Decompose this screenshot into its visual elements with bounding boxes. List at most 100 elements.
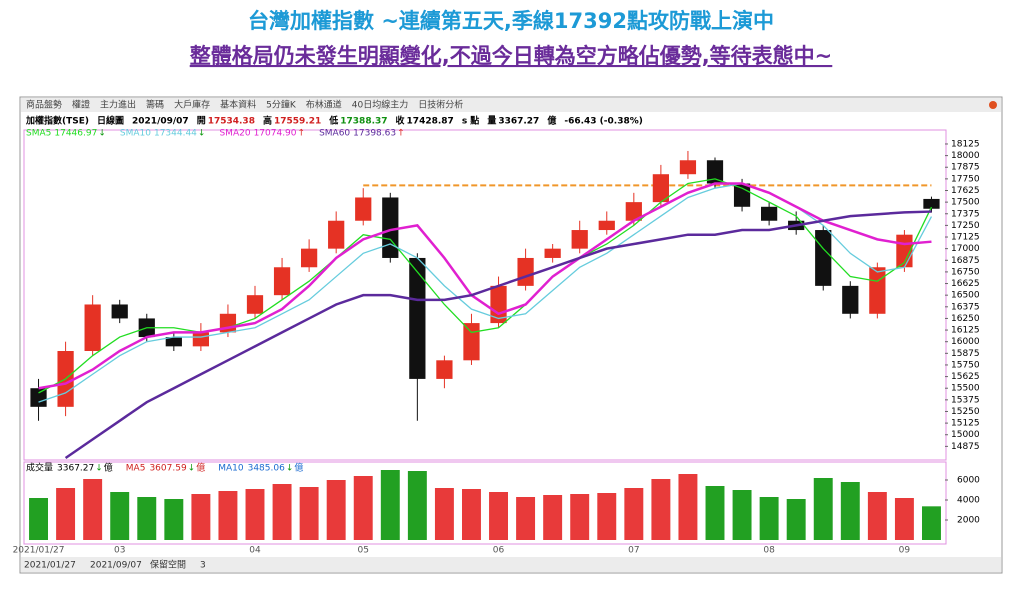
volume-bar: [813, 478, 833, 540]
tab[interactable]: 布林通道: [306, 99, 342, 111]
y-tick-label: 17125: [951, 233, 980, 243]
volume-bar: [570, 494, 590, 540]
volume-legend-unit: 億: [104, 462, 113, 474]
volume-panel: [23, 461, 947, 545]
subheadline: 整體格局仍未發生明顯變化,不過今日轉為空方略佔優勢,等待表態中~: [190, 44, 833, 68]
volume-bar: [705, 486, 725, 540]
y-tick-label: 2000: [957, 516, 980, 526]
info-high: 17559.21: [274, 117, 321, 127]
candle-body: [923, 198, 940, 209]
info-vol-label: 量: [487, 115, 496, 127]
y-tick-label: 17375: [951, 209, 980, 219]
info-date: 2021/09/07: [132, 117, 189, 127]
volume-bar: [867, 492, 887, 540]
volume-legend-unit: 億: [294, 462, 303, 474]
footer-from[interactable]: 2021/01/27: [24, 561, 76, 571]
window: [19, 96, 1003, 574]
footer-num[interactable]: 3: [200, 561, 206, 571]
x-tick-label: 03: [114, 546, 125, 556]
volume-legend-value: 3607.59: [149, 464, 186, 474]
candle-body: [301, 248, 318, 268]
volume-legend-name: 成交量: [26, 462, 53, 474]
tab[interactable]: 商品盤勢: [26, 99, 62, 111]
y-tick-label: 15750: [951, 360, 980, 370]
sma-line: [38, 182, 932, 390]
tab[interactable]: 基本資料: [220, 99, 256, 111]
y-tick-label: 17000: [951, 244, 980, 254]
volume-legend-value: 3367.27: [57, 464, 94, 474]
volume-bar: [272, 484, 292, 540]
candle-body: [733, 183, 751, 207]
info-high-label: 高: [263, 115, 272, 127]
legend-name: SMA60: [319, 129, 350, 139]
y-tick-label: 17500: [951, 198, 980, 208]
candle-body: [84, 304, 101, 351]
x-tick-label: 05: [358, 546, 369, 556]
volume-bar: [56, 488, 76, 540]
tab[interactable]: 5分鐘K: [266, 99, 297, 111]
tab[interactable]: 主力進出: [100, 99, 136, 111]
x-tick-label: 06: [493, 546, 505, 556]
info-low: 17388.37: [340, 117, 387, 127]
sma-line: [38, 178, 933, 394]
footer-label: 保留空間: [150, 559, 186, 571]
volume-bar: [462, 489, 481, 540]
info-unit: s 點: [462, 115, 480, 127]
candle-body: [517, 257, 534, 286]
volume-bar: [597, 493, 617, 540]
candle-body: [842, 285, 859, 314]
y-tick-label: 15375: [951, 395, 980, 405]
footer-to[interactable]: 2021/09/07: [90, 561, 142, 571]
volume-bar: [326, 480, 346, 540]
volume-bar: [516, 497, 536, 540]
legend-value: 17446.97: [54, 129, 97, 139]
tab[interactable]: 日技術分析: [418, 99, 463, 111]
info-close: 17428.87: [407, 117, 454, 127]
tab[interactable]: 40日均線主力: [352, 99, 408, 111]
candle-body: [355, 197, 372, 221]
y-tick-label: 16875: [951, 256, 980, 266]
candle-body: [706, 160, 724, 184]
info-vol: 3367.27: [498, 117, 539, 127]
x-tick-label: 09: [899, 546, 911, 556]
y-tick-label: 14875: [951, 442, 980, 452]
candle-body: [625, 202, 642, 221]
headline: 台灣加權指數 ~連續第五天,季線17392點攻防戰上演中: [248, 9, 774, 33]
tab[interactable]: 籌碼: [146, 99, 164, 111]
volume-bar: [786, 499, 806, 540]
tab[interactable]: 大戶庫存: [174, 99, 210, 111]
volume-bar: [543, 495, 563, 540]
candle-body: [815, 230, 832, 286]
close-icon[interactable]: [989, 101, 997, 109]
x-tick-label: 07: [628, 546, 639, 556]
volume-bar: [191, 494, 211, 540]
footer-bar: [21, 557, 1001, 572]
y-tick-label: 16000: [951, 337, 980, 347]
y-tick-label: 15875: [951, 349, 980, 359]
volume-bar: [110, 492, 130, 540]
legend-arrow: ↑: [397, 129, 405, 139]
candle-body: [571, 230, 588, 249]
sma-line: [64, 210, 932, 460]
y-tick-label: 6000: [957, 476, 980, 486]
tab[interactable]: 權證: [72, 99, 90, 111]
candle-body: [544, 248, 561, 258]
volume-bar: [380, 470, 400, 540]
candle-body: [382, 197, 399, 258]
y-tick-label: 18000: [951, 151, 980, 161]
toolbar: [21, 98, 1001, 112]
candle-body: [869, 267, 886, 314]
legend-name: SMA10: [120, 129, 151, 139]
candle-body: [436, 360, 453, 379]
candle-body: [328, 220, 345, 249]
volume-bar: [678, 474, 698, 540]
volume-bar: [759, 497, 779, 540]
volume-bar: [164, 499, 184, 540]
legend-name: SMA20: [219, 129, 250, 139]
volume-legend-name: MA5: [126, 464, 146, 474]
volume-bar: [894, 498, 914, 540]
y-tick-label: 18125: [951, 139, 980, 149]
y-tick-label: 16125: [951, 326, 980, 336]
y-tick-label: 17250: [951, 221, 980, 231]
